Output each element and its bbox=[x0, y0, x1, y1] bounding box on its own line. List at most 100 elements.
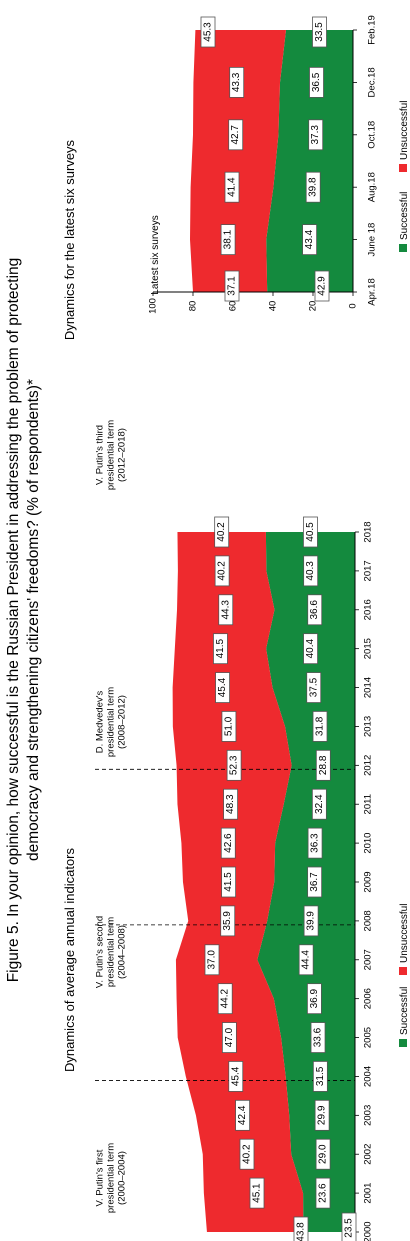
value-unsuccessful-2000-box bbox=[293, 1216, 309, 1241]
value2-successful-4-text: 36.5 bbox=[311, 72, 322, 92]
legend-swatch-unsuccessful bbox=[399, 967, 407, 975]
value-successful-2015-text: 40.4 bbox=[305, 638, 316, 658]
value-successful-2011-text: 32.4 bbox=[314, 794, 325, 814]
term-label-1-2: (2004–2008) bbox=[117, 925, 128, 979]
annual-chart: Dynamics of average annual indicators Su… bbox=[62, 420, 410, 1241]
latest-chart-title: Dynamics for the latest six surveys bbox=[62, 139, 77, 340]
value-unsuccessful-2001: 45.1 bbox=[249, 1177, 265, 1209]
x-tick-2007: 2007 bbox=[363, 949, 374, 970]
x-tick-2008: 2008 bbox=[363, 910, 374, 931]
x-tick-2015: 2015 bbox=[363, 638, 374, 659]
value-unsuccessful-2005: 47.0 bbox=[221, 1022, 237, 1053]
value-unsuccessful-2011-box bbox=[223, 788, 238, 820]
value-successful-2016: 36.6 bbox=[307, 594, 323, 626]
legend-label-successful: Successful bbox=[399, 987, 410, 1035]
value2-unsuccessful-4: 43.3 bbox=[229, 67, 245, 98]
value-unsuccessful-2002-text: 40.2 bbox=[241, 1144, 252, 1164]
value-successful-2008-box bbox=[303, 905, 319, 937]
legend2-swatch-successful bbox=[399, 244, 407, 252]
x2-tick-2: Aug.18 bbox=[367, 172, 378, 202]
value2-unsuccessful-2-text: 41.4 bbox=[227, 177, 238, 197]
value-unsuccessful-2003-box bbox=[235, 1099, 250, 1131]
value2-unsuccessful-1-box bbox=[220, 224, 236, 256]
value2-successful-5: 33.5 bbox=[312, 16, 327, 48]
value-unsuccessful-2001-text: 45.1 bbox=[252, 1183, 263, 1203]
value-successful-2004-text: 31.5 bbox=[315, 1066, 326, 1086]
area2-successful bbox=[266, 30, 353, 292]
latest-surveys-chart: Dynamics for the latest six surveys Late… bbox=[62, 15, 410, 340]
value-unsuccessful-2010-box bbox=[220, 827, 236, 859]
x-tick-2001: 2001 bbox=[363, 1183, 374, 1204]
value2-successful-3-text: 37.3 bbox=[310, 125, 321, 145]
value-successful-2015: 40.4 bbox=[303, 633, 318, 665]
value-successful-2004-box bbox=[312, 1061, 328, 1092]
term-label-2-2: (2008–2012) bbox=[117, 695, 128, 749]
value-successful-2006: 36.9 bbox=[307, 983, 322, 1015]
value-successful-2014-text: 37.5 bbox=[308, 677, 319, 697]
value2-unsuccessful-1: 38.1 bbox=[220, 224, 236, 256]
value-unsuccessful-2004-text: 45.4 bbox=[230, 1066, 241, 1086]
x2-tick-0: Apr.18 bbox=[367, 278, 378, 305]
value-successful-2017: 40.3 bbox=[303, 555, 319, 587]
value2-successful-0: 42.9 bbox=[314, 270, 330, 302]
value-successful-2005-text: 33.6 bbox=[313, 1027, 324, 1047]
x-tick-2017: 2017 bbox=[363, 560, 374, 581]
value-unsuccessful-2006-box bbox=[217, 983, 233, 1015]
value-unsuccessful-2016-box bbox=[218, 594, 234, 626]
y2-tick-20: 20 bbox=[308, 301, 319, 312]
value-successful-2007: 44.4 bbox=[298, 944, 314, 976]
value2-successful-1: 43.4 bbox=[302, 224, 318, 256]
value-successful-2011-box bbox=[311, 788, 327, 820]
x-tick-2005: 2005 bbox=[363, 1027, 374, 1048]
value2-unsuccessful-0-text: 37.1 bbox=[227, 276, 238, 296]
value-successful-2001-text: 23.6 bbox=[318, 1183, 329, 1203]
value-unsuccessful-2007: 37.0 bbox=[204, 944, 220, 976]
x-tick-2013: 2013 bbox=[363, 716, 374, 737]
value-unsuccessful-2004: 45.4 bbox=[228, 1061, 244, 1092]
value2-successful-3-box bbox=[308, 119, 324, 151]
x-tick-2016: 2016 bbox=[363, 599, 374, 620]
value-successful-2009-text: 36.7 bbox=[309, 872, 320, 892]
value-unsuccessful-2011: 48.3 bbox=[223, 788, 238, 820]
term-label-0-2: (2000–2004) bbox=[117, 1151, 128, 1205]
value-successful-2010-text: 36.3 bbox=[310, 833, 321, 853]
value2-successful-3: 37.3 bbox=[308, 119, 324, 151]
value2-successful-5-text: 33.5 bbox=[314, 22, 325, 42]
term-label-3-1: presidential term bbox=[106, 420, 117, 490]
x2-tick-3: Oct.18 bbox=[367, 121, 378, 149]
x2-tick-5: Feb.19 bbox=[367, 15, 378, 45]
value2-unsuccessful-2-box bbox=[224, 171, 240, 203]
value-unsuccessful-2010: 42.6 bbox=[220, 827, 236, 859]
term-label-2-1: presidential term bbox=[106, 687, 117, 757]
value-unsuccessful-2008: 35.9 bbox=[220, 905, 236, 937]
value-successful-2008: 39.9 bbox=[303, 905, 319, 937]
value-successful-2018: 40.5 bbox=[303, 516, 318, 548]
value-unsuccessful-2008-box bbox=[220, 905, 236, 937]
value-unsuccessful-2000-text: 43.8 bbox=[296, 1222, 307, 1241]
value2-unsuccessful-3-box bbox=[228, 119, 244, 151]
x-tick-2003: 2003 bbox=[363, 1105, 374, 1126]
latest-chart-subtitle: Latest six surveys bbox=[150, 215, 161, 294]
value-successful-2004: 31.5 bbox=[312, 1061, 328, 1092]
value-successful-2012: 28.8 bbox=[315, 749, 331, 781]
x-tick-2011: 2011 bbox=[363, 794, 374, 814]
value2-successful-5-box bbox=[312, 16, 327, 48]
value-successful-2005: 33.6 bbox=[310, 1022, 326, 1053]
legend2-label-successful: Successful bbox=[399, 192, 410, 240]
value2-successful-1-box bbox=[302, 224, 318, 256]
value2-unsuccessful-4-text: 43.3 bbox=[231, 72, 242, 92]
x-tick-2010: 2010 bbox=[363, 833, 374, 854]
value-unsuccessful-2000: 43.8 bbox=[293, 1216, 309, 1241]
x2-tick-1: June 18 bbox=[367, 223, 378, 257]
y2-tick-60: 60 bbox=[228, 301, 239, 312]
figure-title-line2: democracy and strengthening citizens' fr… bbox=[25, 379, 42, 861]
value2-successful-4-box bbox=[309, 67, 324, 98]
value-unsuccessful-2016-text: 44.3 bbox=[220, 600, 231, 620]
term-label-0-1: presidential term bbox=[106, 1143, 117, 1213]
value-successful-2007-box bbox=[298, 944, 314, 976]
legend2-label-unsuccessful: Unsuccessful bbox=[399, 101, 410, 160]
x-tick-2000: 2000 bbox=[363, 1221, 374, 1241]
x-tick-2018: 2018 bbox=[363, 521, 374, 542]
value2-unsuccessful-3: 42.7 bbox=[228, 119, 244, 151]
value-unsuccessful-2015-text: 41.5 bbox=[215, 638, 226, 658]
